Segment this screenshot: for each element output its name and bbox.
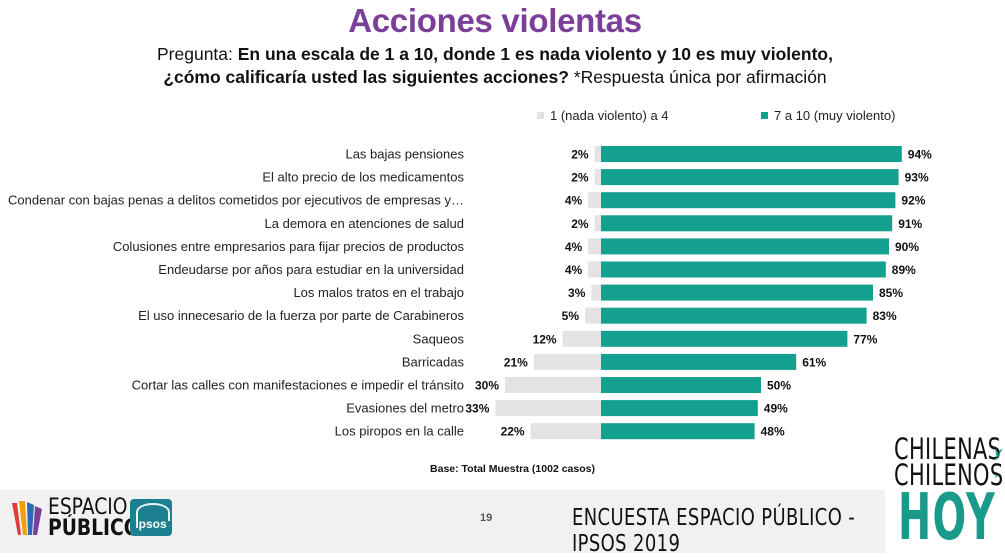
- value-label-low: 4%: [565, 263, 583, 277]
- page-number: 19: [480, 512, 493, 524]
- value-label-high: 50%: [767, 379, 791, 393]
- chilenas-chilenos-hoy-logo: CHILENAS y CHILENOS ’ HOY: [894, 430, 1005, 553]
- value-label-low: 2%: [571, 217, 589, 231]
- ipsos-logo: Ipsos: [130, 499, 172, 536]
- bar-high: [601, 192, 896, 209]
- ipsos-logo-text: Ipsos: [135, 517, 167, 531]
- bar-low: [594, 146, 601, 162]
- bar-low: [588, 192, 601, 209]
- value-label-low: 4%: [565, 194, 583, 208]
- value-label-high: 85%: [879, 286, 903, 300]
- value-label-high: 92%: [901, 194, 925, 208]
- legend-item-high: 7 a 10 (muy violento): [761, 108, 895, 123]
- question-suffix: *Respuesta única por afirmación: [568, 67, 827, 87]
- bar-high: [601, 377, 761, 393]
- chh-y: y: [994, 445, 1003, 461]
- category-label: Cortar las calles con manifestaciones e …: [132, 378, 464, 393]
- bar-high: [601, 261, 886, 278]
- category-label: Evasiones del metro: [346, 401, 464, 416]
- value-label-low: 21%: [504, 355, 528, 369]
- value-label-low: 2%: [571, 171, 589, 185]
- bar-low: [562, 330, 601, 347]
- bar-low: [505, 377, 601, 393]
- value-label-low: 12%: [533, 332, 557, 346]
- question-prefix: Pregunta:: [157, 44, 238, 64]
- value-label-low: 33%: [465, 402, 489, 416]
- legend-label-high: 7 a 10 (muy violento): [774, 108, 896, 123]
- bar-low: [588, 261, 601, 278]
- value-label-high: 77%: [853, 332, 877, 346]
- bar-high: [601, 169, 899, 186]
- legend-label-low: 1 (nada violento) a 4: [550, 108, 669, 123]
- bar-high: [601, 146, 902, 162]
- page-title: Acciones violentas: [348, 2, 642, 39]
- category-label: Las bajas pensiones: [345, 147, 464, 162]
- bar-high: [601, 307, 867, 324]
- category-label: El uso innecesario de la fuerza por part…: [138, 308, 464, 323]
- value-label-high: 90%: [895, 240, 919, 254]
- espacio-publico-logo: ESPACIO PÚBLICO: [48, 495, 140, 541]
- espacio-publico-logo-icon: [12, 501, 42, 535]
- bar-high: [601, 238, 889, 255]
- bar-low: [594, 215, 601, 232]
- category-label: Los malos tratos en el trabajo: [293, 285, 464, 300]
- category-label: Barricadas: [402, 354, 465, 369]
- bar-high: [601, 284, 873, 301]
- value-label-high: 94%: [908, 148, 932, 162]
- value-label-high: 89%: [892, 263, 916, 277]
- category-label: Condenar con bajas penas a delitos comet…: [8, 193, 464, 208]
- category-label: Colusiones entre empresarios para fijar …: [113, 239, 465, 254]
- value-label-high: 61%: [802, 355, 826, 369]
- value-label-low: 4%: [565, 240, 583, 254]
- category-label: La demora en atenciones de salud: [265, 216, 464, 231]
- value-label-low: 5%: [562, 309, 580, 323]
- diverging-bar-chart: Las bajas pensiones 2% 94% El alto precio d…: [8, 146, 932, 440]
- bar-low: [588, 238, 601, 255]
- chh-line1: CHILENAS: [894, 432, 1002, 466]
- legend-swatch-low: [537, 112, 544, 119]
- category-label: Saqueos: [413, 331, 465, 346]
- survey-footer-title: ENCUESTA ESPACIO PÚBLICO - IPSOS 2019: [572, 505, 856, 557]
- value-label-high: 83%: [873, 309, 897, 323]
- category-label: El alto precio de los medicamentos: [262, 170, 464, 185]
- value-label-low: 22%: [501, 425, 525, 439]
- bar-low: [594, 169, 601, 186]
- category-label: Los piropos en la calle: [335, 424, 464, 439]
- category-label: Endeudarse por años para estudiar en la …: [158, 262, 464, 277]
- legend-swatch-high: [761, 112, 768, 119]
- value-label-high: 91%: [898, 217, 922, 231]
- chh-line2: CHILENOS: [894, 458, 1004, 492]
- survey-question: Pregunta: En una escala de 1 a 10, donde…: [0, 43, 990, 89]
- bar-high: [601, 330, 848, 347]
- chh-hoy: HOY: [898, 481, 996, 555]
- base-note: Base: Total Muestra (1002 casos): [430, 463, 595, 475]
- value-label-low: 2%: [571, 148, 589, 162]
- value-label-low: 30%: [475, 379, 499, 393]
- question-bold-line1: En una escala de 1 a 10, donde 1 es nada…: [237, 44, 833, 64]
- bar-low: [533, 353, 601, 370]
- bar-high: [601, 423, 755, 440]
- question-bold-line2: ¿cómo calificaría usted las siguientes a…: [163, 67, 569, 87]
- bar-low: [530, 423, 601, 440]
- value-label-high: 48%: [761, 425, 785, 439]
- espacio-publico-line2: PÚBLICO: [48, 516, 140, 541]
- bar-low: [591, 284, 601, 301]
- value-label-high: 93%: [905, 171, 929, 185]
- value-label-high: 49%: [764, 402, 788, 416]
- espacio-publico-line1: ESPACIO: [48, 495, 128, 520]
- bar-low: [495, 400, 601, 417]
- bar-high: [601, 215, 893, 232]
- legend-item-low: 1 (nada violento) a 4: [537, 108, 669, 123]
- value-label-low: 3%: [568, 286, 586, 300]
- bar-low: [585, 307, 601, 324]
- chh-s-mark: ’: [994, 473, 999, 489]
- bar-high: [601, 353, 797, 370]
- bar-high: [601, 400, 758, 417]
